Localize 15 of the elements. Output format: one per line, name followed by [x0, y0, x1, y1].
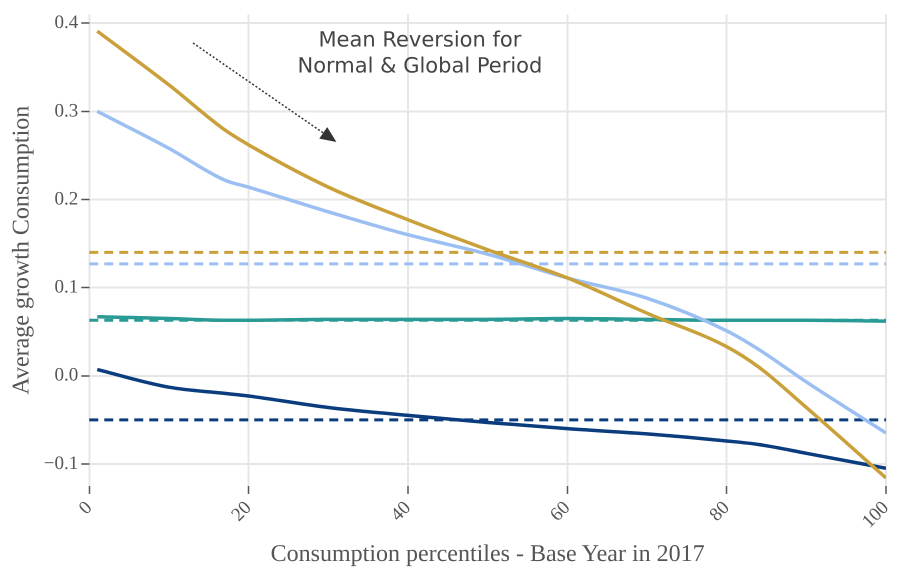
x-tick-label: 100 — [858, 497, 894, 532]
y-tick-label: −0.1 — [44, 452, 78, 474]
y-tick-label: 0.3 — [54, 100, 78, 122]
x-tick-label: 60 — [546, 497, 574, 526]
x-tick-label: 20 — [227, 497, 256, 526]
y-tick-label: 0.4 — [54, 12, 79, 34]
x-tick-label: 80 — [705, 497, 734, 526]
y-tick-label: 0.1 — [54, 276, 78, 298]
y-tick-label: 0.2 — [54, 188, 78, 210]
y-axis-title: Average growth Consumption — [8, 106, 35, 395]
x-axis-title: Consumption percentiles - Base Year in 2017 — [270, 540, 705, 567]
x-tick-label: 0 — [74, 497, 96, 519]
annotation: Mean Reversion for Normal & Global Period — [297, 27, 542, 78]
x-tick-label: 40 — [386, 497, 416, 526]
y-tick-label: 0.0 — [54, 364, 78, 386]
